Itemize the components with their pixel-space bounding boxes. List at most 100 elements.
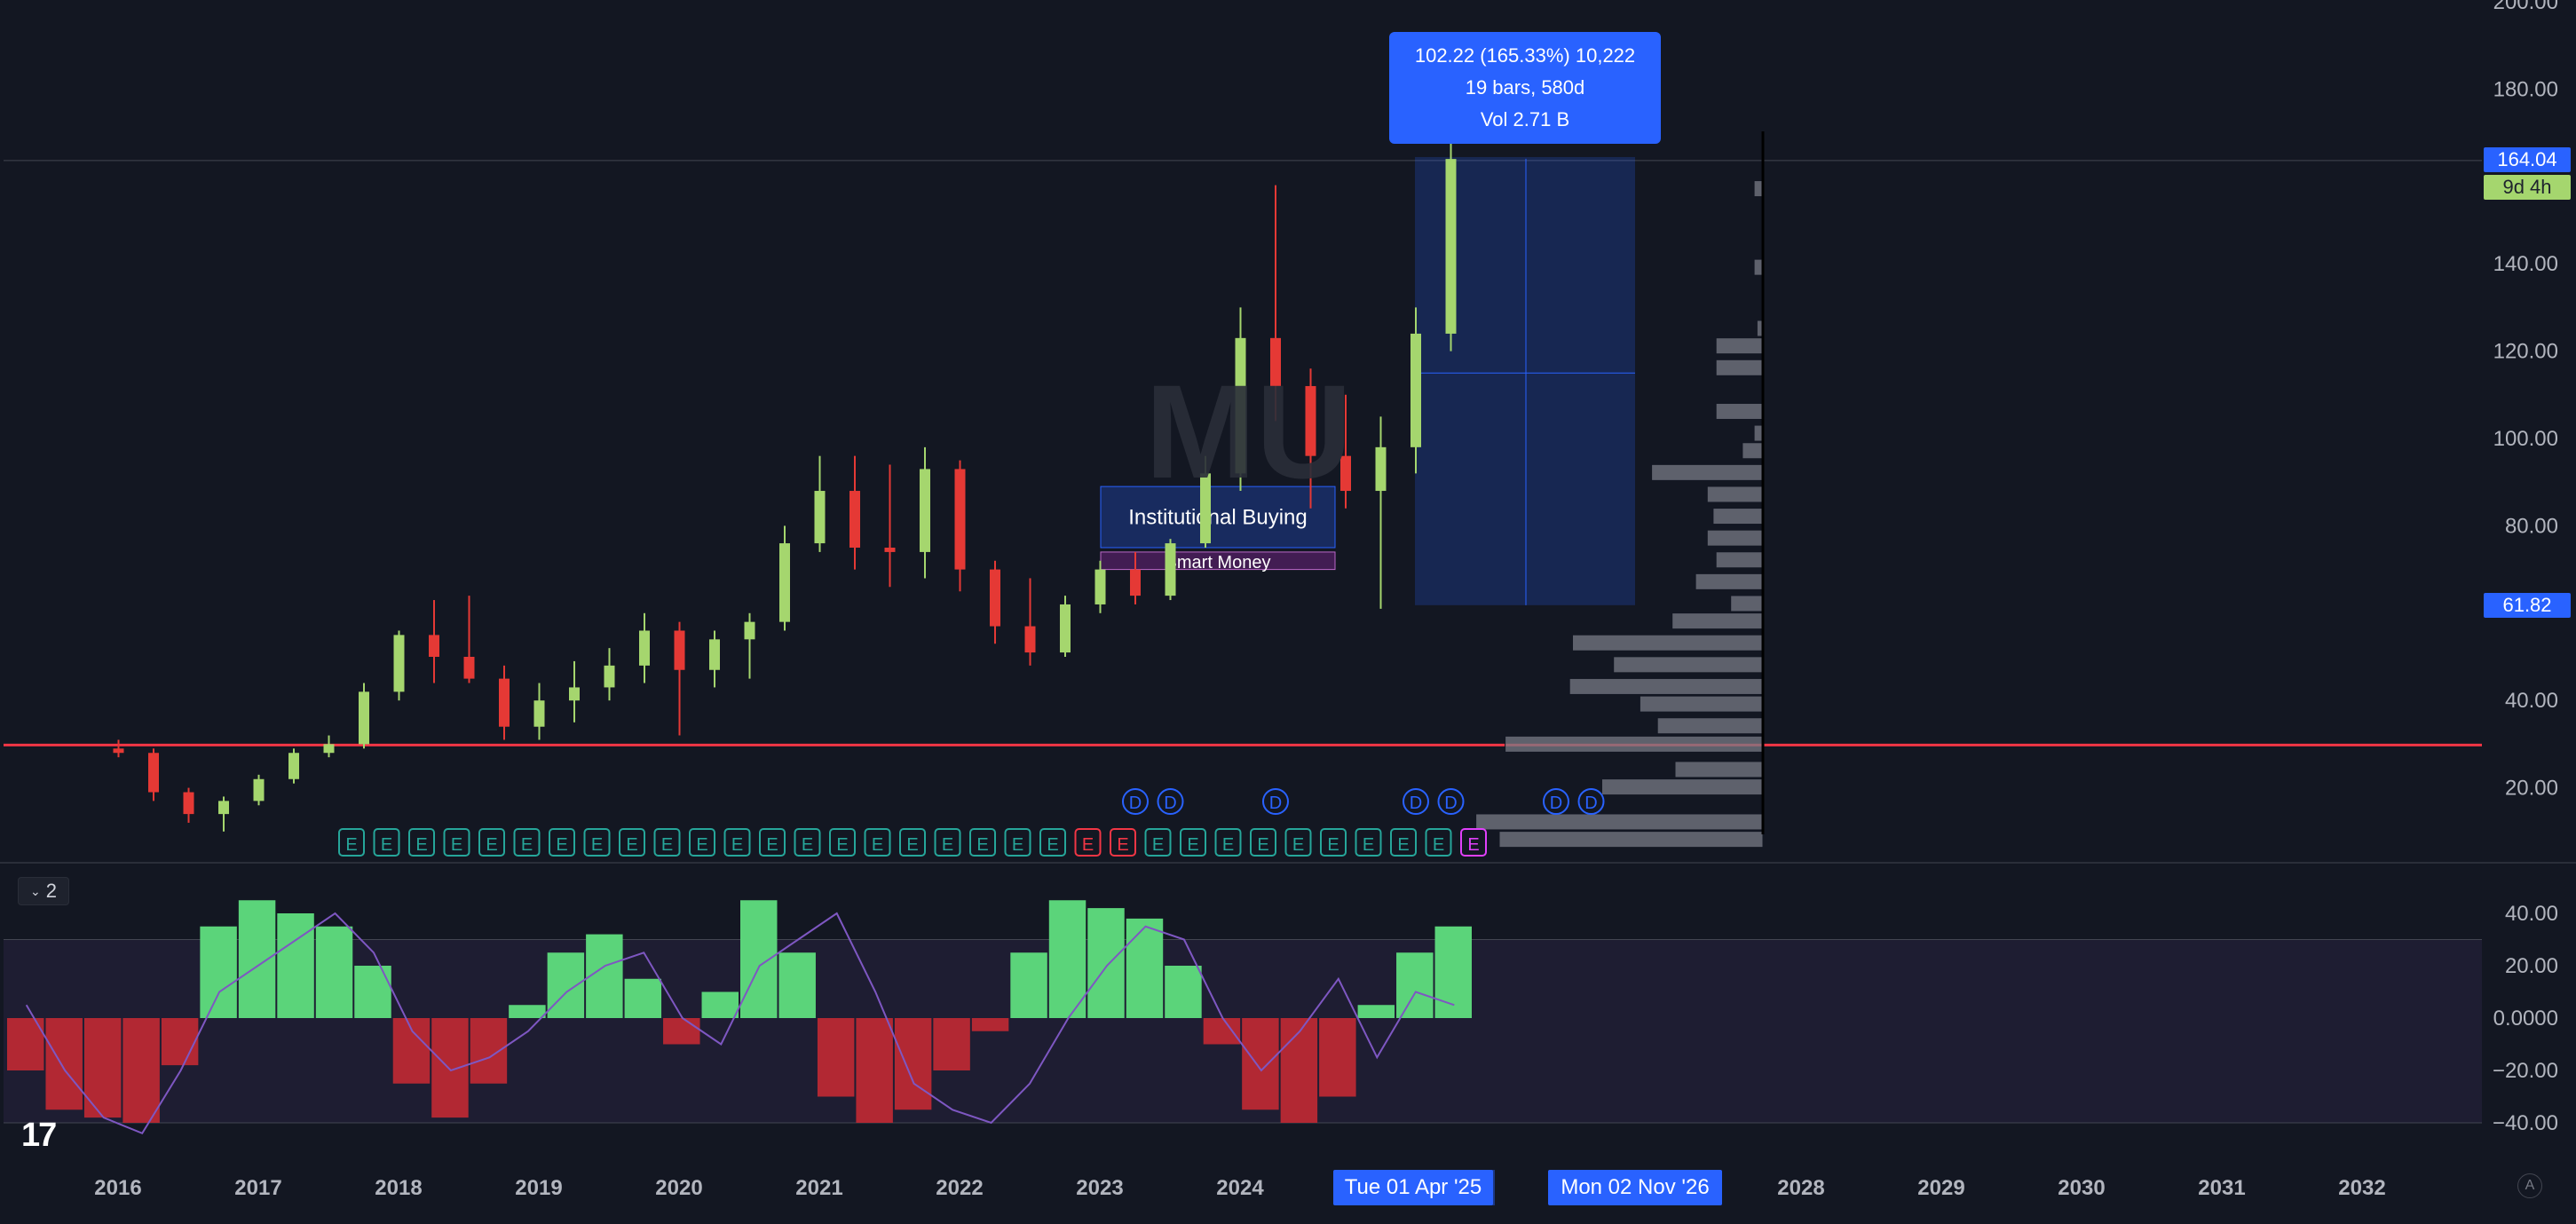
year-tick-label: 2028 (1777, 1176, 1824, 1200)
price-tick-label: 80.00 (2505, 514, 2558, 538)
earnings-marker-label: E (451, 835, 462, 855)
oscillator-tick-label: 20.00 (2505, 954, 2558, 978)
earnings-marker[interactable] (549, 828, 575, 857)
earnings-marker[interactable] (1250, 828, 1276, 857)
earnings-marker[interactable] (408, 828, 435, 857)
volume-profile-bar (1613, 656, 1764, 674)
year-tick-label: 2021 (795, 1176, 842, 1200)
volume-profile-bar (1569, 677, 1764, 695)
earnings-marker-label: E (415, 835, 427, 855)
earnings-marker[interactable] (1214, 828, 1242, 857)
histogram-bar (817, 1018, 855, 1097)
earnings-marker-label: E (1012, 835, 1023, 855)
candle-body (463, 657, 475, 679)
histogram-bar (238, 900, 276, 1018)
time-axis (0, 1143, 2576, 1220)
earnings-marker[interactable] (513, 828, 541, 857)
earnings-marker-label: E (1433, 835, 1444, 855)
histogram-bar (894, 1018, 932, 1110)
earnings-marker[interactable] (829, 828, 856, 857)
volume-profile-bar (1671, 612, 1764, 630)
earnings-marker[interactable] (794, 828, 821, 857)
volume-profile-bar (1651, 463, 1764, 481)
dividend-marker[interactable] (1262, 788, 1289, 815)
histogram-bar (315, 926, 353, 1018)
histogram-bar (277, 913, 314, 1018)
earnings-marker[interactable] (1110, 828, 1136, 857)
earnings-marker[interactable] (1460, 828, 1487, 857)
price-tick-label: 20.00 (2505, 777, 2558, 801)
earnings-marker[interactable] (1180, 828, 1206, 857)
earnings-marker[interactable] (934, 828, 961, 857)
price-tick-label: 100.00 (2493, 427, 2558, 451)
earnings-marker-label: E (661, 835, 673, 855)
histogram-bar (663, 1018, 700, 1045)
candle-body (1165, 543, 1176, 596)
earnings-marker[interactable] (864, 828, 891, 857)
candle-body (1445, 159, 1457, 334)
candle-body (709, 639, 720, 670)
earnings-marker[interactable] (1039, 828, 1066, 857)
earnings-marker[interactable] (338, 828, 365, 857)
dividend-marker[interactable] (1437, 788, 1465, 815)
earnings-marker[interactable] (1144, 828, 1172, 857)
oscillator-tick-label: −40.00 (2493, 1111, 2558, 1135)
volume-profile-bar (1730, 595, 1764, 612)
earnings-marker[interactable] (583, 828, 611, 857)
volume-profile-bar (1715, 551, 1764, 569)
earnings-marker-label: E (802, 835, 813, 855)
earnings-marker-label: E (1047, 835, 1058, 855)
tradingview-logo[interactable]: 17 (21, 1117, 57, 1154)
earnings-marker[interactable] (689, 828, 715, 857)
earnings-marker[interactable] (1425, 828, 1452, 857)
earnings-marker[interactable] (619, 828, 645, 857)
candle-body (744, 621, 755, 640)
auto-scale-button[interactable]: A (2517, 1173, 2542, 1198)
dividend-marker-label: D (1410, 794, 1422, 813)
earnings-marker[interactable] (1390, 828, 1417, 857)
candle-body (954, 469, 966, 570)
candle-body (1024, 626, 1036, 653)
pane-collapse-button[interactable]: ⌄ 2 (18, 877, 69, 905)
histogram-bar (1242, 1018, 1279, 1110)
earnings-marker-label: E (696, 835, 707, 855)
dividend-marker[interactable] (1577, 788, 1605, 815)
histogram-bar (1126, 918, 1164, 1018)
year-tick-label: 2016 (94, 1176, 141, 1200)
candle-body (1305, 385, 1316, 456)
earnings-marker[interactable] (969, 828, 996, 857)
earnings-marker[interactable] (1355, 828, 1382, 857)
earnings-marker-label: E (381, 835, 392, 855)
histogram-bar (701, 991, 739, 1018)
earnings-marker[interactable] (759, 828, 786, 857)
earnings-marker[interactable] (899, 828, 926, 857)
earnings-marker[interactable] (373, 828, 400, 857)
earnings-marker[interactable] (443, 828, 470, 857)
histogram-bar (122, 1018, 160, 1123)
dividend-marker[interactable] (1543, 788, 1569, 815)
earnings-marker[interactable] (653, 828, 681, 857)
dividend-marker[interactable] (1122, 788, 1149, 815)
histogram-bar (431, 1018, 469, 1118)
earnings-marker[interactable] (1074, 828, 1102, 857)
earnings-marker[interactable] (1004, 828, 1031, 857)
earnings-marker[interactable] (1284, 828, 1312, 857)
histogram-bar (778, 952, 816, 1018)
signal-line (25, 912, 1455, 1135)
year-tick-label: 2023 (1076, 1176, 1123, 1200)
earnings-marker[interactable] (478, 828, 505, 857)
year-tick-label: 2030 (2058, 1176, 2105, 1200)
year-tick-label: 2024 (1216, 1176, 1264, 1200)
earnings-marker-label: E (976, 835, 988, 855)
dividend-marker[interactable] (1157, 788, 1184, 815)
measure-line-2: 19 bars, 580d (1465, 76, 1585, 99)
earnings-marker[interactable] (723, 828, 751, 857)
earnings-marker[interactable] (1320, 828, 1347, 857)
earnings-marker-label: E (345, 835, 357, 855)
dividend-marker-label: D (1269, 794, 1282, 813)
price-tick-label: 40.00 (2505, 689, 2558, 713)
candle-body (533, 700, 545, 727)
candle-body (1060, 604, 1071, 653)
dividend-marker[interactable] (1403, 788, 1429, 815)
candle-body (604, 665, 615, 688)
